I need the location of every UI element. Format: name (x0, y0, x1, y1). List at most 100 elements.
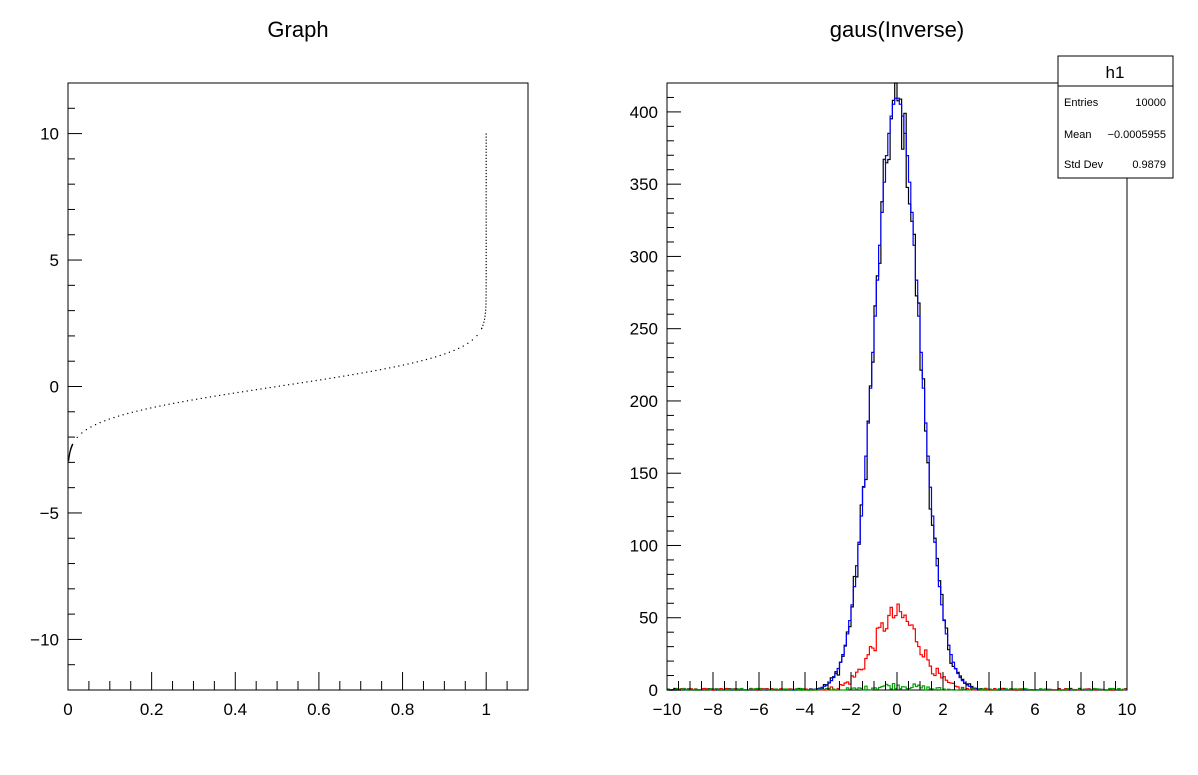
graph-point (412, 362, 414, 364)
graph-point (483, 321, 485, 323)
histogram-y-tick-label: 350 (630, 175, 658, 194)
graph-point (416, 361, 418, 363)
graph-point (68, 457, 70, 459)
graph-point (485, 200, 487, 202)
histogram-y-tick-label: 100 (630, 536, 658, 555)
graph-point (68, 455, 70, 457)
graph-point (320, 379, 322, 381)
graph-point (310, 380, 313, 382)
graph-point (483, 318, 486, 320)
graph-point (485, 270, 487, 272)
graph-point (69, 452, 71, 454)
graph-point (205, 397, 207, 399)
graph-point (485, 309, 487, 311)
graph-point (485, 157, 487, 159)
graph-point (485, 172, 487, 175)
graph-point (324, 378, 326, 380)
graph-point (485, 263, 487, 266)
graph-point (306, 381, 308, 383)
graph-point (485, 166, 487, 169)
graph-point (347, 374, 349, 376)
histogram-x-tick-label: 10 (1118, 700, 1137, 719)
histogram-x-tick-label: −10 (653, 700, 682, 719)
graph-point (485, 291, 487, 293)
graph-point (338, 376, 340, 378)
graph-point (458, 347, 460, 349)
graph-point (333, 377, 336, 379)
graph-point (485, 197, 487, 199)
graph-point (68, 456, 70, 458)
graph-point (297, 382, 299, 384)
graph-point (485, 191, 487, 193)
graph-point (251, 389, 253, 391)
graph-point (485, 279, 487, 281)
graph-point (485, 221, 487, 223)
graph-point (269, 386, 271, 389)
graph-point (173, 402, 175, 404)
graph-point (90, 426, 92, 428)
graph-point (448, 351, 451, 353)
graph-point (182, 401, 184, 403)
graph-point (379, 369, 382, 371)
graph-point (154, 406, 156, 408)
graph-point (485, 239, 487, 241)
graph-point (68, 458, 70, 460)
graph-point (485, 136, 487, 138)
histogram-x-tick-label: 6 (1030, 700, 1039, 719)
histogram-x-tick-label: 4 (984, 700, 993, 719)
graph-point (485, 297, 487, 299)
graph-point (485, 288, 487, 290)
graph-tick-labels: 0 0.2 0.4 0.6 0.8 1 −10 −5 0 5 10 (30, 125, 491, 719)
stats-box-title: h1 (1106, 63, 1125, 82)
graph-point (159, 405, 161, 407)
graph-point (283, 384, 285, 387)
graph-point (255, 389, 258, 391)
graph-y-tick-label: −10 (30, 630, 59, 649)
graph-x-tick-label: 0.4 (223, 700, 247, 719)
graph-point (99, 421, 101, 424)
graph-point (485, 206, 487, 208)
histogram-y-tick-label: 0 (649, 681, 658, 700)
graph-point (481, 327, 483, 329)
graph-point (485, 276, 487, 278)
graph-point (476, 334, 478, 337)
histogram-axis-ticks (666, 96, 1128, 691)
graph-point (237, 391, 239, 394)
histogram-x-tick-label: −8 (703, 700, 722, 719)
graph-point (485, 233, 487, 235)
histogram-y-tick-label: 300 (630, 247, 658, 266)
histogram-y-tick-label: 200 (630, 392, 658, 411)
graph-point (485, 273, 487, 275)
graph-point (163, 404, 166, 406)
graph-point (228, 393, 230, 395)
graph-point (71, 444, 74, 446)
graph-point (81, 432, 83, 434)
histogram-series-1 (667, 97, 1127, 691)
graph-point (366, 371, 368, 373)
graph-point (260, 388, 262, 390)
histogram-title: gaus(Inverse) (830, 17, 965, 42)
graph-point (361, 372, 363, 374)
graph-point (177, 401, 179, 404)
graph-point (485, 260, 487, 263)
graph-point (462, 345, 464, 347)
graph-point (485, 151, 487, 153)
graph-point (108, 418, 110, 420)
histogram-y-tick-label: 50 (639, 609, 658, 628)
graph-point (482, 324, 484, 326)
graph-point (85, 429, 87, 431)
graph-point (68, 460, 70, 462)
graph-point (485, 282, 487, 284)
graph-x-tick-label: 0 (63, 700, 72, 719)
graph-point (485, 245, 487, 247)
histogram-y-tick-label: 150 (630, 464, 658, 483)
graph-point (140, 409, 143, 411)
graph-point (94, 424, 97, 426)
graph-point (356, 373, 359, 375)
graph-point (375, 369, 377, 372)
graph-point (485, 285, 487, 287)
graph-point (122, 414, 124, 416)
graph-axis-ticks (67, 82, 529, 691)
histogram-x-tick-label: 0 (892, 700, 901, 719)
